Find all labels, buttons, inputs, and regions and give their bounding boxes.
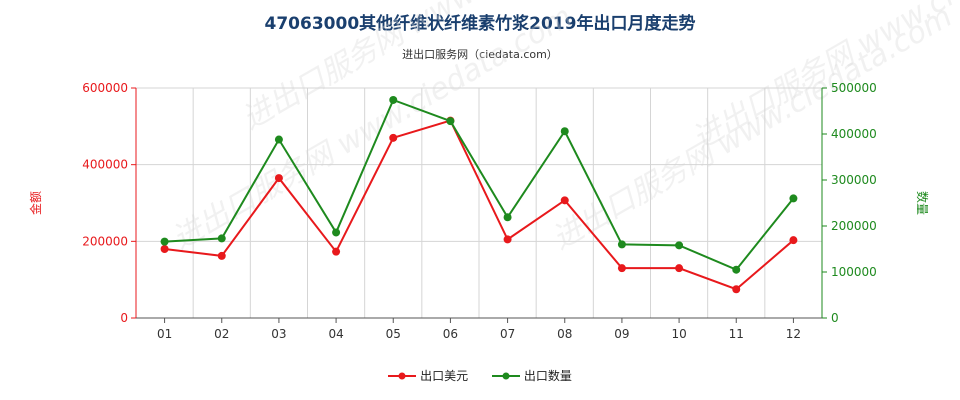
y-right-tick-label: 500000: [831, 81, 877, 95]
legend-label-quantity: 出口数量: [523, 369, 572, 383]
x-tick-label: 11: [729, 327, 744, 341]
data-point-quantity: [389, 95, 398, 104]
y-right-tick-label: 100000: [831, 265, 877, 279]
data-point-value: [217, 251, 226, 260]
data-point-quantity: [617, 240, 626, 249]
x-tick-label: 04: [328, 327, 343, 341]
x-tick-label: 01: [157, 327, 172, 341]
y-right-label: 数量: [915, 191, 930, 215]
data-point-quantity: [675, 241, 684, 250]
legend-marker-value: [388, 372, 417, 379]
chart-title: 47063000其他纤维状纤维素竹浆2019年出口月度走势: [264, 14, 696, 34]
y-left-tick-label: 0: [120, 311, 128, 325]
y-right-tick-label: 200000: [831, 219, 877, 233]
data-point-value: [274, 174, 283, 183]
x-tick-label: 08: [557, 327, 572, 341]
x-tick-label: 05: [386, 327, 401, 341]
chart-subtitle: 进出口服务网（ciedata.com）: [402, 48, 558, 61]
data-point-quantity: [732, 265, 741, 274]
data-point-value: [675, 264, 684, 273]
x-tick-label: 03: [271, 327, 286, 341]
data-point-quantity: [446, 117, 455, 126]
x-tick-label: 12: [786, 327, 801, 341]
y-right-tick-label: 300000: [831, 173, 877, 187]
data-point-value: [789, 236, 798, 245]
x-tick-label: 10: [671, 327, 686, 341]
data-point-quantity: [217, 234, 226, 243]
series-layer: [160, 95, 798, 294]
legend-item-quantity[interactable]: 出口数量: [491, 367, 572, 384]
series-line-quantity: [164, 98, 795, 271]
x-tick-label: 09: [614, 327, 629, 341]
legend-item-value[interactable]: 出口美元: [388, 367, 468, 384]
y-left-tick-label: 200000: [82, 234, 128, 248]
legend: 出口美元 出口数量: [0, 367, 960, 384]
data-point-quantity: [160, 237, 169, 246]
y-left-label: 金额: [28, 191, 43, 215]
data-point-quantity: [503, 213, 512, 222]
legend-label-value: 出口美元: [420, 369, 469, 383]
y-left-tick-label: 400000: [82, 158, 128, 172]
data-point-quantity: [789, 194, 798, 203]
x-tick-label: 06: [443, 327, 458, 341]
series-line-value: [164, 119, 795, 291]
y-left-tick-label: 600000: [82, 81, 128, 95]
data-point-quantity: [274, 135, 283, 144]
x-tick-label: 02: [214, 327, 229, 341]
legend-marker-quantity: [491, 372, 520, 379]
data-point-value: [617, 264, 626, 273]
data-point-quantity: [560, 127, 569, 136]
y-right-tick-label: 400000: [831, 127, 877, 141]
data-point-quantity: [332, 228, 341, 237]
data-point-value: [732, 285, 741, 294]
y-right-tick-label: 0: [831, 311, 839, 325]
data-point-value: [160, 245, 169, 253]
x-tick-label: 07: [500, 327, 515, 341]
watermark-text: 进出口服务网 www.ciedata.com: [687, 0, 960, 157]
data-point-value: [503, 235, 512, 244]
data-point-value: [389, 133, 398, 142]
axes: 0 200000 400000 600000 0 100000 200000 300000 40…: [82, 81, 877, 341]
data-point-value: [560, 196, 569, 205]
data-point-value: [332, 247, 341, 256]
